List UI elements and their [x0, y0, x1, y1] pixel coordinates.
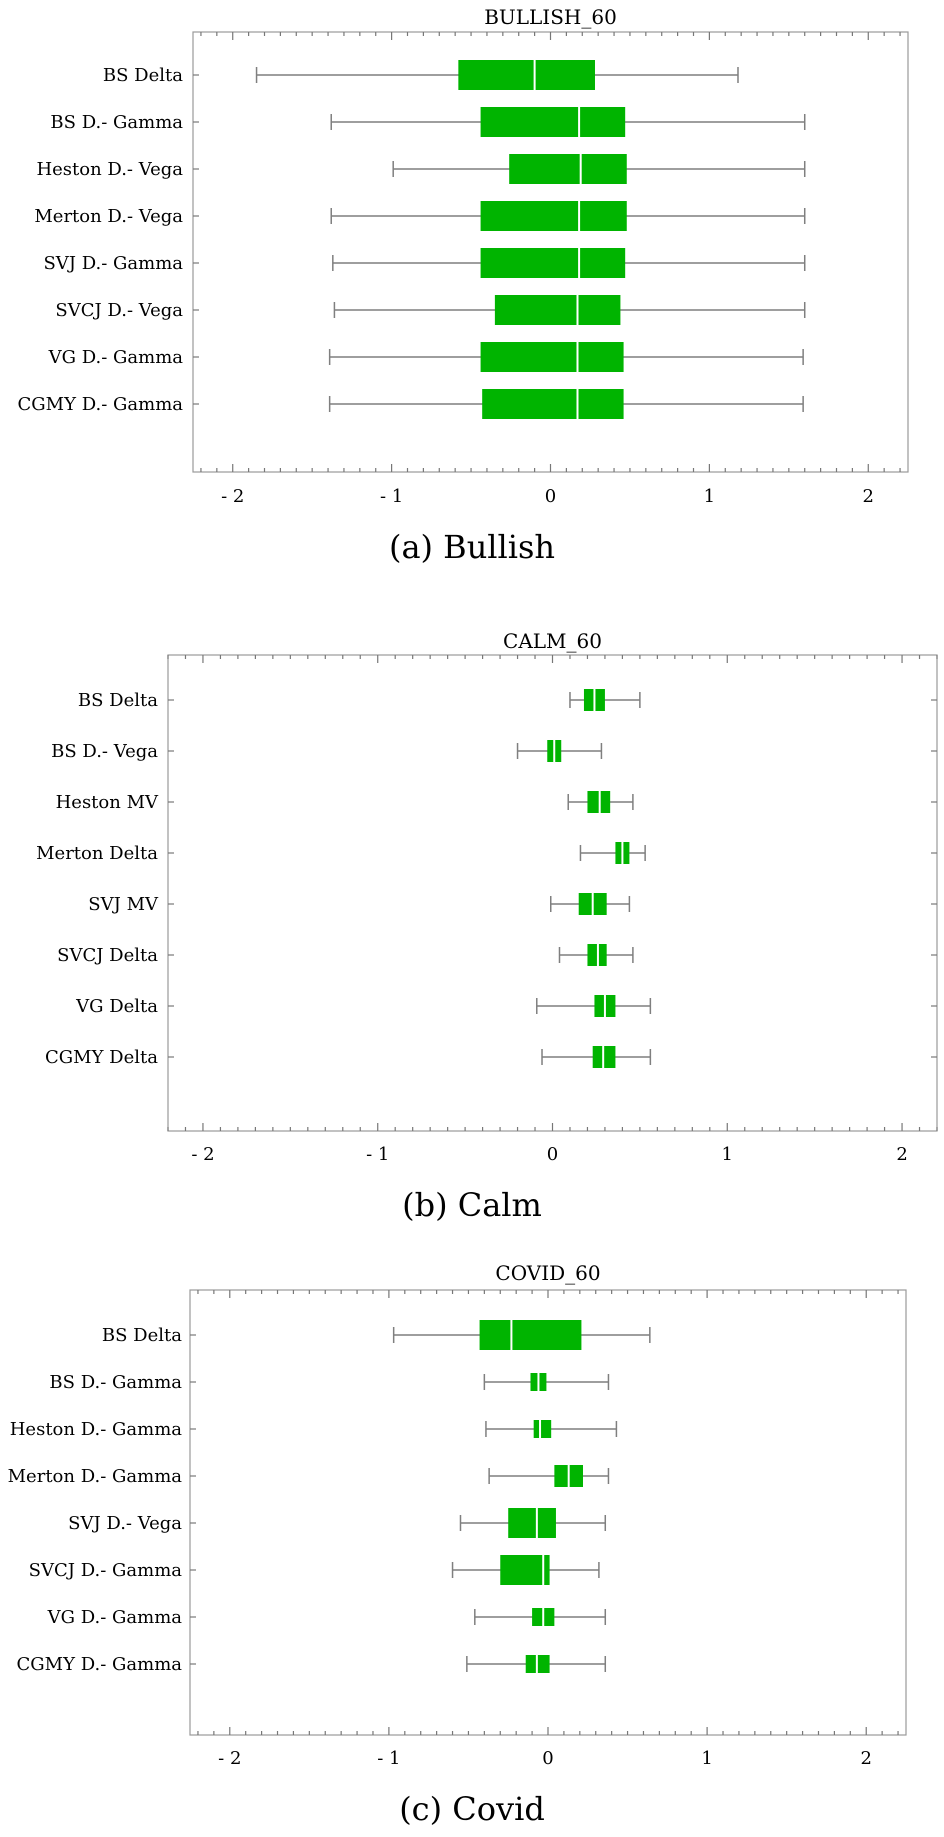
category-label: SVCJ D.- Vega — [55, 300, 183, 321]
category-label: BS Delta — [102, 1325, 182, 1346]
category-label: SVJ D.- Gamma — [43, 253, 183, 274]
x-tick-label: 2 — [896, 1144, 907, 1165]
box-bullish — [494, 295, 621, 325]
box-bullish — [480, 342, 624, 372]
x-tick-label: 1 — [701, 1748, 712, 1769]
chart-title-covid: COVID_60 — [495, 1261, 600, 1285]
category-label: BS Delta — [78, 690, 158, 711]
category-label: Merton D.- Vega — [34, 206, 183, 227]
x-tick-label: 2 — [863, 486, 874, 507]
caption-covid: (c) Covid — [399, 1790, 545, 1828]
x-tick-label: 0 — [545, 486, 556, 507]
category-label: CGMY Delta — [45, 1047, 158, 1068]
x-tick-label: 1 — [722, 1144, 733, 1165]
category-label: CGMY D.- Gamma — [18, 394, 184, 415]
category-label: BS D.- Gamma — [49, 1372, 182, 1393]
chart-panel-bullish: BULLISH_60 - 2 - 1 0 1 2 BS Delta BS D.- Gamma H… — [0, 0, 944, 566]
category-label: SVJ MV — [88, 894, 159, 915]
box-bullish — [480, 107, 626, 137]
x-tick-label: - 1 — [366, 1144, 389, 1165]
box-covid — [500, 1555, 550, 1585]
chart-svg-calm: CALM_60 - 2 - 1 0 1 2 BS Delta BS D.- Vega Hesto… — [36, 629, 938, 1165]
category-label: VG D.- Gamma — [48, 347, 184, 368]
x-tick-label: 2 — [860, 1748, 871, 1769]
x-tick-label: 0 — [542, 1748, 553, 1769]
category-label: CGMY D.- Gamma — [17, 1654, 183, 1675]
category-label: Heston D.- Gamma — [10, 1419, 183, 1440]
category-label: BS D.- Gamma — [50, 112, 183, 133]
chart-panel-calm: CALM_60 - 2 - 1 0 1 2 BS Delta BS D.- Vega Hesto… — [36, 629, 938, 1224]
caption-bullish: (a) Bullish — [388, 528, 556, 566]
category-label: BS Delta — [103, 65, 183, 86]
box-bullish — [482, 389, 624, 419]
box-bullish — [480, 201, 627, 231]
x-tick-label: - 1 — [377, 1748, 400, 1769]
x-tick-label: - 2 — [221, 486, 244, 507]
category-label: Heston MV — [56, 792, 159, 813]
category-label: Merton Delta — [36, 843, 158, 864]
category-label: VG D.- Gamma — [47, 1607, 183, 1628]
box-covid — [479, 1320, 582, 1350]
box-covid — [508, 1508, 556, 1538]
chart-title-calm: CALM_60 — [503, 629, 602, 653]
chart-svg-covid: COVID_60 - 2 - 1 0 1 2 BS Delta BS D.- Gamma Hes… — [8, 1261, 907, 1769]
chart-svg-bullish: BULLISH_60 - 2 - 1 0 1 2 BS Delta BS D.- Gamma H… — [18, 5, 909, 507]
x-tick-label: - 2 — [218, 1748, 241, 1769]
category-label: Merton D.- Gamma — [8, 1466, 183, 1487]
category-label: SVCJ Delta — [57, 945, 158, 966]
category-label: Heston D.- Vega — [36, 159, 183, 180]
category-label: SVJ D.- Vega — [68, 1513, 182, 1534]
x-tick-label: 1 — [704, 486, 715, 507]
box-covid — [533, 1420, 552, 1438]
category-label: BS D.- Vega — [51, 741, 158, 762]
category-label: SVCJ D.- Gamma — [29, 1560, 183, 1581]
chart-title-bullish: BULLISH_60 — [484, 5, 617, 29]
box-bullish — [458, 60, 595, 90]
box-bullish — [509, 154, 627, 184]
x-tick-label: - 2 — [191, 1144, 214, 1165]
x-tick-label: 0 — [547, 1144, 558, 1165]
category-label: VG Delta — [75, 996, 158, 1017]
x-tick-label: - 1 — [380, 486, 403, 507]
caption-calm: (b) Calm — [402, 1186, 542, 1224]
box-bullish — [480, 248, 626, 278]
